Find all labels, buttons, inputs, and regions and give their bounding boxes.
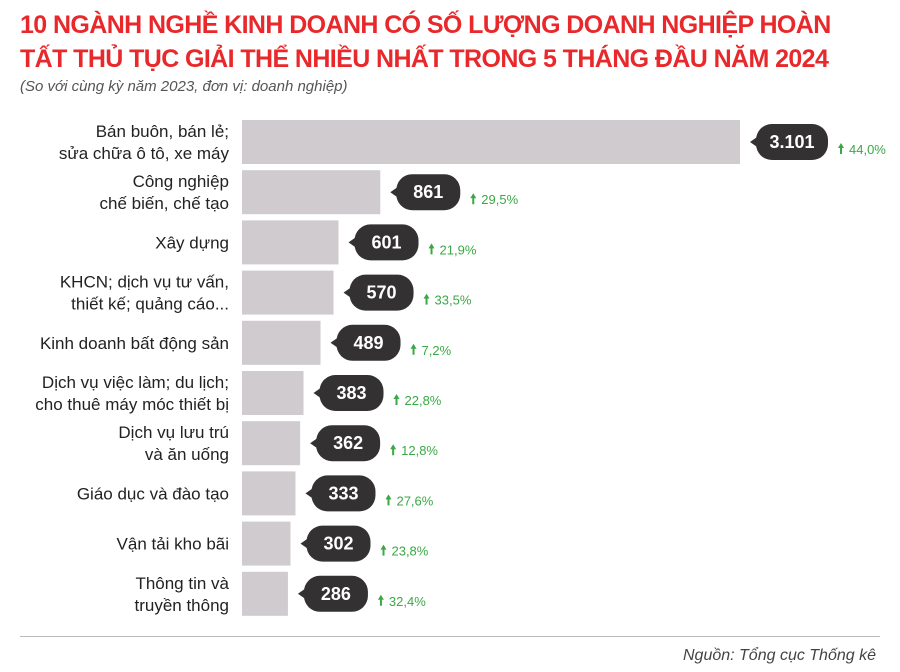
category-label: Dịch vụ lưu trú và ăn uống	[118, 423, 229, 464]
change-label: 29,5%	[481, 192, 518, 207]
bar	[242, 170, 381, 215]
bubble-pointer	[300, 536, 311, 551]
arrow-up-icon	[385, 494, 392, 506]
arrow-up-icon	[390, 444, 397, 456]
arrow-up-icon	[838, 143, 844, 154]
arrow-up-icon	[410, 343, 417, 355]
value-bubble	[303, 575, 368, 612]
bubble-pointer	[313, 386, 324, 400]
category-label: Giáo dục và đào tạo	[77, 484, 229, 503]
category-label: Thông tin và truyền thông	[134, 574, 229, 615]
value-label: 601	[371, 232, 401, 252]
bubble-pointer	[343, 285, 354, 300]
arrow-up-icon	[428, 243, 435, 255]
change-label: 23,8%	[391, 544, 428, 559]
change-label: 33,5%	[435, 293, 472, 308]
category-label: Kinh doanh bất động sản	[40, 334, 229, 353]
value-label: 362	[333, 433, 363, 453]
divider	[20, 636, 880, 637]
change-label: 27,6%	[396, 493, 433, 508]
arrow-up-icon	[380, 544, 387, 556]
bubble-pointer	[348, 235, 359, 250]
value-bubble	[316, 425, 381, 462]
bubble-pointer	[305, 486, 316, 501]
bar	[242, 471, 296, 516]
bar	[242, 421, 301, 466]
value-label: 861	[413, 182, 443, 202]
arrow-up-icon	[423, 293, 430, 305]
bubble-pointer	[750, 135, 760, 149]
category-label: Bán buôn, bán lẻ; sửa chữa ô tô, xe máy	[59, 122, 230, 163]
change-label: 7,2%	[422, 343, 452, 358]
bar	[242, 371, 304, 415]
value-label: 570	[367, 283, 397, 303]
change-label: 21,9%	[440, 242, 477, 257]
bubble-pointer	[310, 436, 321, 451]
category-label: Công nghiệp chế biến, chế tạo	[100, 172, 229, 213]
bar	[242, 220, 339, 265]
category-label: Xây dựng	[155, 233, 229, 252]
bar	[242, 120, 740, 164]
bar	[242, 270, 334, 315]
value-label: 489	[354, 333, 384, 353]
arrow-up-icon	[377, 594, 384, 606]
category-label: Vận tải kho bãi	[117, 535, 229, 554]
value-bubble	[354, 224, 419, 261]
change-label: 32,4%	[389, 594, 426, 609]
arrow-up-icon	[393, 394, 400, 405]
value-label: 333	[328, 483, 358, 503]
chart-subtitle: (So với cùng kỳ năm 2023, đơn vị: doanh …	[20, 78, 348, 95]
arrow-up-icon	[470, 193, 477, 205]
bubble-pointer	[390, 185, 401, 200]
value-label: 302	[323, 534, 353, 554]
category-label: Dịch vụ việc làm; du lịch; cho thuê máy m…	[35, 373, 229, 414]
change-label: 22,8%	[405, 393, 442, 408]
bar	[242, 320, 321, 365]
value-bubble	[306, 525, 371, 562]
value-label: 286	[321, 584, 351, 604]
bar	[242, 571, 288, 616]
value-label: 383	[336, 383, 366, 403]
chart-title: 10 NGÀNH NGHỀ KINH DOANH CÓ SỐ LƯỢNG DOA…	[20, 11, 831, 73]
value-bubble	[396, 174, 461, 211]
value-bubble	[756, 124, 828, 160]
source-note: Nguồn: Tổng cục Thống kê	[682, 647, 876, 664]
bubble-pointer	[330, 335, 341, 350]
value-bubble	[319, 375, 384, 411]
value-bubble	[311, 475, 376, 512]
category-label: KHCN; dịch vụ tư vấn, thiết kế; quảng cáo…	[60, 273, 229, 314]
value-bubble	[336, 324, 401, 361]
bar	[242, 521, 291, 566]
bubble-pointer	[297, 586, 308, 601]
value-label: 3.101	[769, 132, 814, 152]
value-bubble	[349, 274, 414, 311]
change-label: 44,0%	[849, 142, 886, 157]
change-label: 12,8%	[401, 443, 438, 458]
